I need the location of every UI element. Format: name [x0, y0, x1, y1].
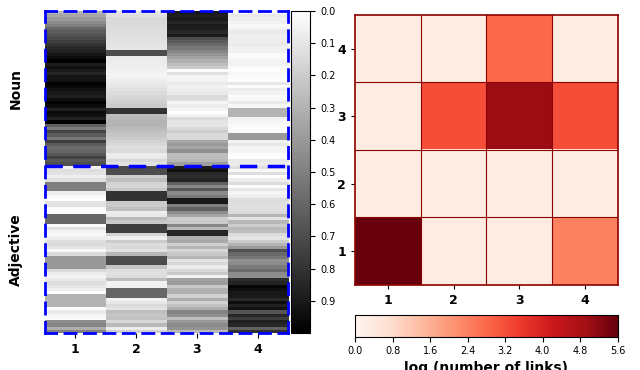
Text: Noun: Noun — [8, 68, 22, 109]
Text: Adjective: Adjective — [8, 213, 22, 286]
X-axis label: log (number of links): log (number of links) — [404, 361, 568, 370]
